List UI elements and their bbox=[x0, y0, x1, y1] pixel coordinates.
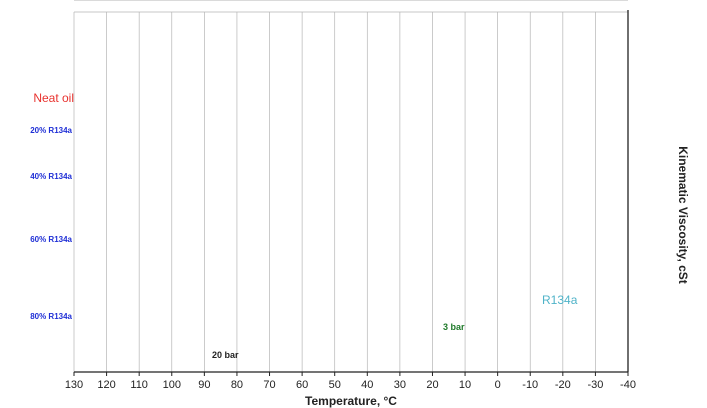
x-tick-label: 90 bbox=[198, 379, 210, 391]
curve-labels: Neat oil 20% R134a 40% R134a 60% R134a 8… bbox=[30, 91, 578, 360]
x-tick-label: -20 bbox=[555, 379, 571, 391]
bar20-label: 20 bar bbox=[212, 350, 239, 360]
y-axis-title: Kinematic Viscosity, cSt bbox=[676, 146, 690, 284]
axes bbox=[74, 10, 629, 373]
r134a-label: R134a bbox=[542, 293, 578, 307]
x-tick-label: 0 bbox=[495, 379, 501, 391]
pct80-label: 80% R134a bbox=[30, 312, 72, 321]
neat-oil-label: Neat oil bbox=[33, 91, 74, 105]
y-tick-labels: 0.10.250.50.751251020100500 bbox=[627, 0, 648, 3]
x-tick-label: 80 bbox=[231, 379, 243, 391]
y-tick-label: 20 bbox=[627, 0, 639, 3]
x-tick-label: 40 bbox=[361, 379, 373, 391]
y-tick-label: 0.5 bbox=[627, 0, 642, 3]
bar3-label: 3 bar bbox=[443, 322, 465, 332]
x-tick-label: -30 bbox=[587, 379, 603, 391]
x-tick-label: -10 bbox=[522, 379, 538, 391]
pct20-label: 20% R134a bbox=[30, 126, 72, 135]
y-tick-label: 0.75 bbox=[627, 0, 648, 3]
x-tick-label: 130 bbox=[65, 379, 83, 391]
x-tick-label: 10 bbox=[459, 379, 471, 391]
pct60-label: 60% R134a bbox=[30, 235, 72, 244]
x-tick-label: 30 bbox=[394, 379, 406, 391]
x-tick-label: 110 bbox=[130, 379, 148, 391]
x-tick-label: 100 bbox=[163, 379, 181, 391]
y-tick-label: 5 bbox=[627, 0, 633, 3]
y-tick-label: 1 bbox=[627, 0, 633, 3]
y-tick-label: 100 bbox=[627, 0, 645, 3]
x-tick-label: 70 bbox=[263, 379, 275, 391]
y-tick-label: 10 bbox=[627, 0, 639, 3]
y-tick-label: 500 bbox=[627, 0, 645, 3]
y-tick-label: 0.1 bbox=[627, 0, 642, 3]
x-tick-label: -40 bbox=[620, 379, 636, 391]
grid-lines bbox=[73, 0, 629, 372]
pct40-label: 40% R134a bbox=[30, 172, 72, 181]
x-tick-label: 60 bbox=[296, 379, 308, 391]
x-tick-label: 50 bbox=[329, 379, 341, 391]
x-tick-label: 120 bbox=[97, 379, 115, 391]
x-axis-title: Temperature, °C bbox=[305, 394, 397, 408]
x-tick-label: 20 bbox=[426, 379, 438, 391]
y-tick-label: 2 bbox=[627, 0, 633, 3]
x-tick-labels: 130 120 110 100 90 80 70 60 50 40 30 20 10 0 -10 -20 -30… bbox=[65, 372, 636, 391]
y-tick-label: 0.25 bbox=[627, 0, 648, 3]
